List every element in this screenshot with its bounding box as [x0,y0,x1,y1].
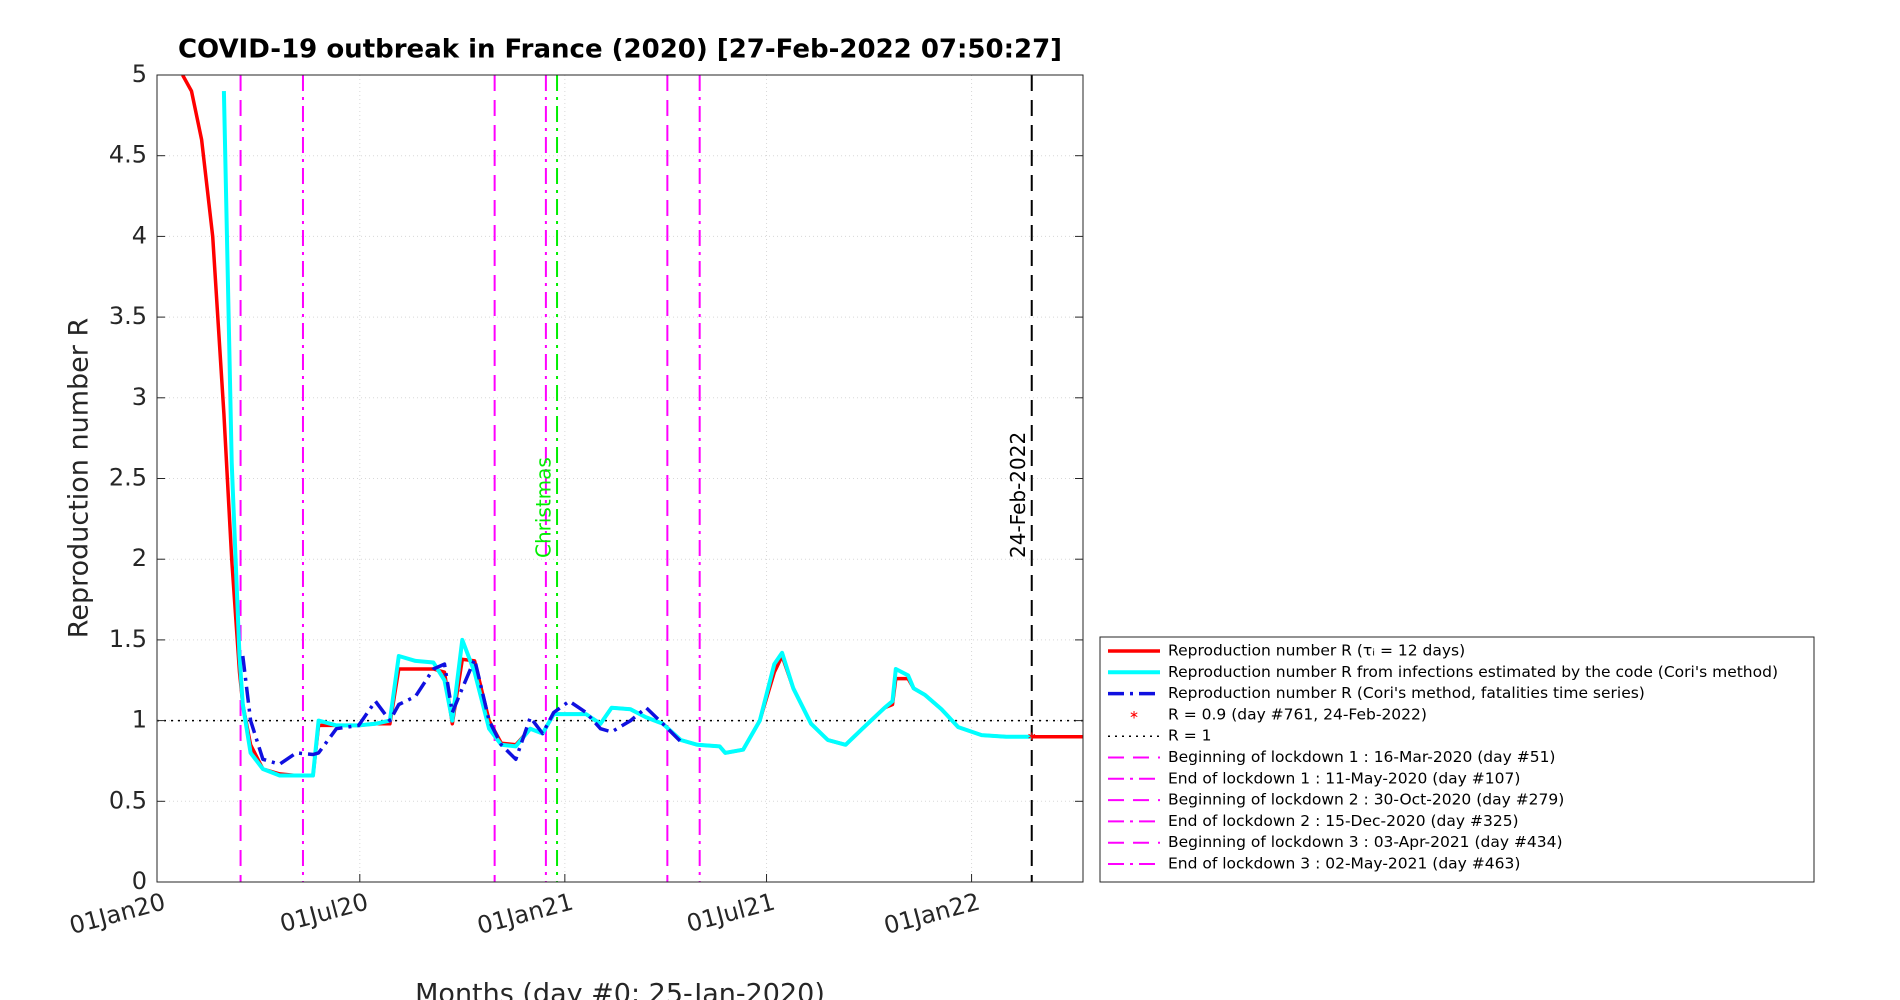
legend-label: Beginning of lockdown 2 : 30-Oct-2020 (d… [1168,791,1564,809]
y-tick-label: 0 [132,867,147,895]
marker-annotation: 24-Feb-2022 [1006,432,1030,558]
legend-box [1099,636,1815,883]
marker-annotation: Christmas [532,457,556,558]
y-tick-label: 2 [132,544,147,572]
axes-box [156,74,1084,883]
y-tick-label: 0.5 [109,786,147,814]
plot-area [157,75,1083,882]
y-axis-label: Reproduction number R [64,318,95,638]
legend-label: End of lockdown 2 : 15-Dec-2020 (day #32… [1168,812,1519,830]
y-tick-label: 4.5 [109,141,147,169]
point-marker: ∗ [1027,729,1037,743]
legend-label: Beginning of lockdown 1 : 16-Mar-2020 (d… [1168,748,1555,766]
y-tick-label: 5 [132,60,147,88]
chart-title: COVID-19 outbreak in France (2020) [27-F… [178,35,1062,65]
legend-label: R = 0.9 (day #761, 24-Feb-2022) [1168,705,1427,723]
legend-label: R = 1 [1168,727,1211,745]
series-line [221,91,1032,778]
legend-label: Beginning of lockdown 3 : 03-Apr-2021 (d… [1168,833,1563,851]
y-tick-label: 1.5 [109,625,147,653]
y-tick-label: 3 [132,383,147,411]
x-axis-label: Months (day #0: 25-Jan-2020) [415,979,825,1000]
legend-label: Reproduction number R (Cori's method, fa… [1168,684,1645,702]
legend-label: Reproduction number R (τᵢ = 12 days) [1168,642,1465,660]
legend-label: End of lockdown 1 : 11-May-2020 (day #10… [1168,769,1520,787]
legend-swatch: ∗ [1129,707,1139,721]
series-line [241,655,682,766]
y-tick-label: 4 [132,221,147,249]
y-tick-label: 1 [132,706,147,734]
plot-layer: ∗ [157,75,1083,882]
y-tick-label: 3.5 [109,302,147,330]
legend-label: Reproduction number R from infections es… [1168,663,1778,681]
legend-label: End of lockdown 3 : 02-May-2021 (day #46… [1168,855,1520,873]
y-tick-label: 2.5 [109,464,147,492]
